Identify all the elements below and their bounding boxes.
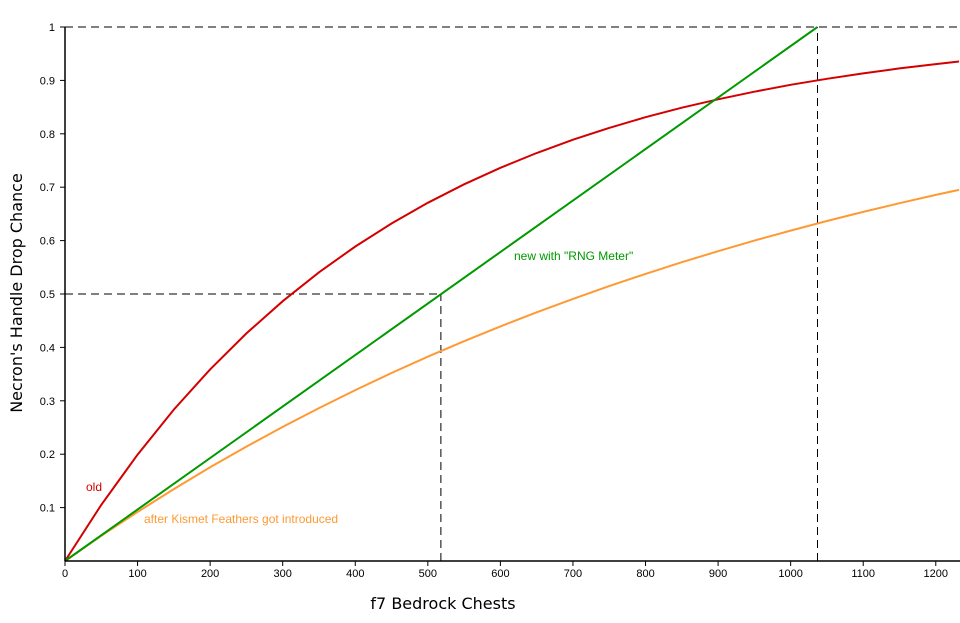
x-axis-label: f7 Bedrock Chests (370, 594, 515, 613)
y-axis-label: Necron's Handle Drop Chance (7, 173, 26, 413)
series-label-old: old (86, 480, 102, 494)
x-tick-label: 100 (128, 568, 146, 580)
y-tick-label: 1 (49, 22, 55, 34)
y-tick-label: 0.6 (40, 236, 55, 248)
y-tick-label: 0.7 (40, 182, 55, 194)
x-tick-label: 1000 (778, 568, 802, 580)
y-tick-label: 0.1 (40, 503, 55, 515)
series-line-2 (64, 26, 819, 562)
series-line-1 (64, 188, 960, 562)
y-tick-label: 0.2 (40, 449, 55, 461)
series-label-rng-meter: new with "RNG Meter" (514, 249, 633, 263)
y-tick-label: 0.8 (40, 129, 55, 141)
x-tick-label: 200 (201, 568, 219, 580)
x-tick-label: 400 (346, 568, 364, 580)
x-tick-label: 600 (491, 568, 509, 580)
x-tick-label: 1200 (924, 568, 948, 580)
y-tick-label: 0.9 (40, 75, 55, 87)
x-tick-label: 500 (419, 568, 437, 580)
x-tick-label: 0 (62, 568, 68, 580)
x-tick-label: 800 (636, 568, 654, 580)
y-tick-label: 0.3 (40, 396, 55, 408)
y-tick-label: 0.4 (40, 342, 55, 354)
y-tick-label: 0.5 (40, 289, 55, 301)
series-label-kismet: after Kismet Feathers got introduced (144, 512, 338, 526)
series-line-0 (64, 60, 960, 562)
x-tick-label: 300 (274, 568, 292, 580)
x-tick-label: 700 (564, 568, 582, 580)
x-tick-label: 900 (709, 568, 727, 580)
x-tick-label: 1100 (851, 568, 875, 580)
